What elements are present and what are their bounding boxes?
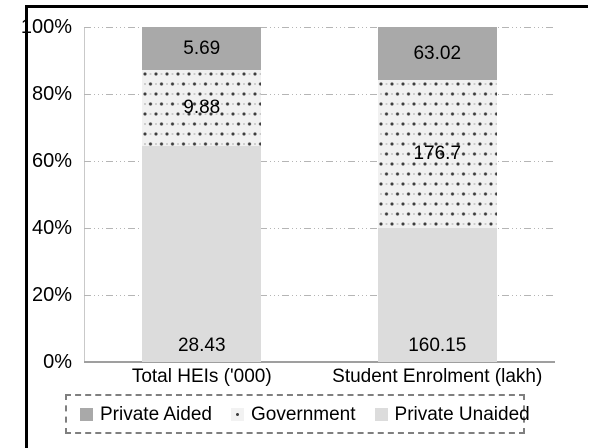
gridline [84,228,555,229]
legend-swatch-icon [230,407,244,421]
legend-swatch-icon [374,407,388,421]
data-label: 63.02 [413,42,462,64]
bar-segment-private-aided: 63.02 [377,27,497,80]
data-label: 5.69 [183,38,221,60]
legend-label: Private Unaided [394,403,530,425]
data-label: 176.7 [413,143,462,165]
bar-segment-private-unaided: 160.15 [377,227,497,362]
y-axis-tick-label: 40% [31,217,72,239]
legend-item-private-unaided: Private Unaided [374,403,530,425]
y-axis-line [84,27,85,362]
frame-border-top [25,5,588,8]
stacked-bar-0: 5.69 9.88 28.43 [142,27,262,362]
plot-area: 5.69 9.88 28.43 63.02 176.7 160.15 [84,27,555,363]
y-axis-tick-label: 20% [31,284,72,306]
gridline [84,295,555,296]
y-axis-tick-label: 0% [43,351,72,373]
x-axis-category-label: Student Enrolment (lakh) [332,366,543,387]
x-axis-category-label: Total HEIs ('000) [131,366,272,387]
gridline [84,94,555,95]
gridline [84,161,555,162]
y-axis-tick-label: 100% [20,16,72,38]
data-label: 9.88 [183,97,221,119]
legend-label: Government [250,403,356,425]
stacked-bar-1: 63.02 176.7 160.15 [377,27,497,362]
gridline [84,27,555,28]
x-axis-line [84,361,555,363]
bar-segment-government: 9.88 [142,70,262,146]
data-label: 160.15 [408,334,467,356]
x-axis-category-labels: Total HEIs ('000) Student Enrolment (lakh… [84,366,555,389]
frame-border-left [25,5,28,448]
bar-segment-private-unaided: 28.43 [142,145,262,362]
y-axis-tick-label: 60% [31,150,72,172]
y-axis-tick-labels: 100% 80% 60% 40% 20% 0% [0,17,78,372]
bar-segment-government: 176.7 [377,79,497,228]
y-axis-tick-label: 80% [31,83,72,105]
legend-item-government: Government [230,403,356,425]
legend-label: Private Aided [100,403,212,425]
legend: Private Aided Government Private Unaided [65,394,530,434]
legend-swatch-icon [80,407,93,421]
data-label: 28.43 [177,334,226,356]
bar-segment-private-aided: 5.69 [142,27,262,71]
legend-item-private-aided: Private Aided [80,405,212,424]
